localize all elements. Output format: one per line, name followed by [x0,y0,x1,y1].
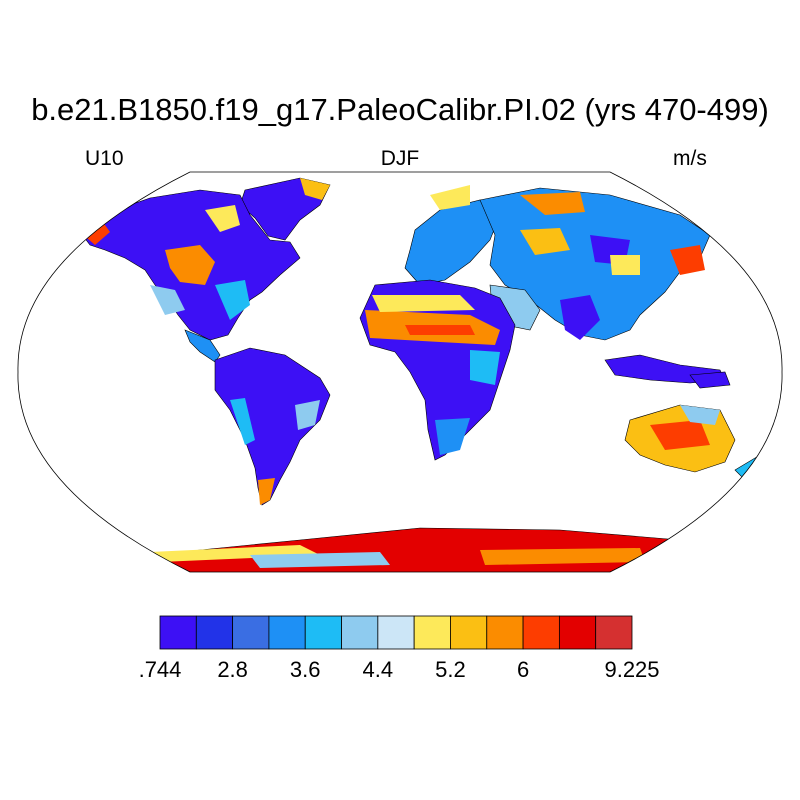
greenland-coast-fringe [300,178,330,200]
new-zealand [734,454,766,481]
south-america-east-light [295,400,320,430]
colorbar-swatch [195,615,234,650]
season-label: DJF [380,147,420,170]
colorbar-swatch [595,615,633,650]
colorbar-tick-label: 6 [516,657,530,682]
asia-landmass [479,187,711,341]
colorbar-swatch [341,615,379,650]
variable-label: U10 [85,147,124,170]
colorbar [159,615,633,650]
sahel-red [405,325,475,335]
sahara-yellow [372,295,475,312]
colorbar-swatch [413,615,451,650]
colorbar-swatch [268,615,306,650]
antarctica-orange-band [480,548,645,565]
units-label: m/s [673,147,707,170]
colorbar-swatch [304,615,342,650]
colorbar-swatch [558,615,597,650]
colorbar-swatch [377,615,415,650]
india-blue [560,295,600,340]
colorbar-tick-label: 9.225 [604,657,660,682]
australia-north-light [680,405,720,425]
north-america-interior-light [150,285,185,315]
north-america-interior-warm [165,245,215,285]
antarctica-yellow-band [150,545,320,562]
siberia-warm [520,192,585,215]
scandinavia-yellow [430,185,470,210]
east-asia-red [670,245,705,275]
colorbar-swatch [450,615,488,650]
australia-interior-red [650,420,710,450]
colorbar-swatch [522,615,560,650]
asia-interior-yellow [610,255,640,275]
colorbar-tick-label: 5.2 [435,657,466,682]
land-wind-field [17,177,783,572]
colorbar-tick-label: 2.8 [217,657,248,682]
new-guinea [689,371,731,389]
south-africa-light [435,418,470,455]
antarctica-landmass [17,527,783,572]
colorbar-swatch [486,615,524,650]
antarctica-light-band [250,552,390,568]
plot-title: b.e21.B1850.f19_g17.PaleoCalibr.PI.02 (y… [31,92,769,127]
north-america-interior-yellow [205,205,240,232]
east-africa-light [470,350,500,385]
colorbar-swatch [159,615,197,650]
colorbar-tick-label: 3.6 [289,657,321,682]
south-america-west-light [230,398,255,445]
south-america-south-tip [258,478,275,505]
colorbar-swatch [232,615,270,650]
colorbar-tick-label: 4.4 [362,657,394,682]
central-asia-warm [520,228,570,255]
colorbar-tick-label: .744 [138,657,182,682]
east-coast-light [215,280,250,320]
